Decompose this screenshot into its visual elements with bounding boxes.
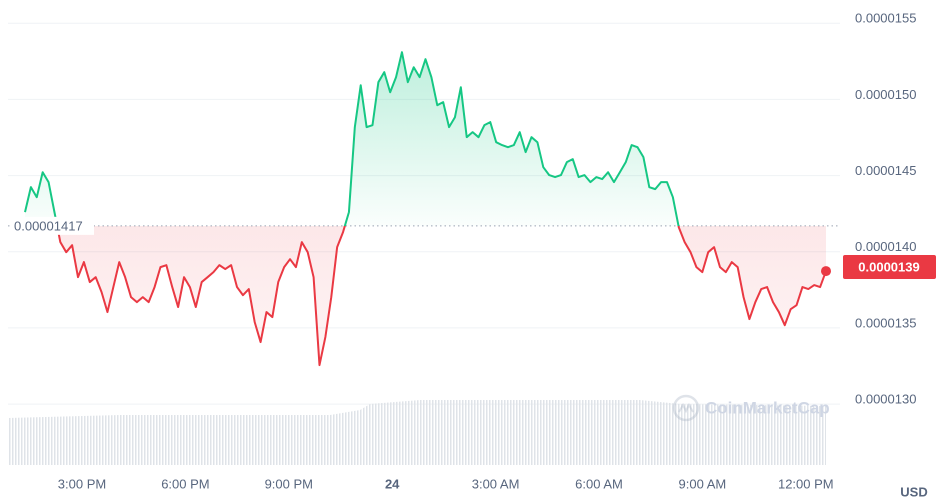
last-point xyxy=(821,266,831,277)
last-price-label: 0.0000139 xyxy=(858,259,919,274)
baseline-label: 0.00001417 xyxy=(14,218,83,233)
y-tick-label: 0.0000140 xyxy=(855,239,916,254)
y-unit: USD xyxy=(900,484,927,499)
y-tick-label: 0.0000155 xyxy=(855,11,916,26)
y-tick-label: 0.0000130 xyxy=(855,392,916,407)
x-tick-label: 3:00 PM xyxy=(58,476,106,491)
x-tick-label: 3:00 AM xyxy=(472,476,520,491)
x-tick-label: 9:00 AM xyxy=(679,476,727,491)
y-tick-label: 0.0000150 xyxy=(855,87,916,102)
y-tick-label: 0.0000145 xyxy=(855,163,916,178)
last-price-box xyxy=(843,254,936,279)
x-tick-label: 24 xyxy=(385,476,400,491)
price-line xyxy=(24,51,827,367)
x-tick-label: 12:00 PM xyxy=(778,476,834,491)
x-tick-label: 9:00 PM xyxy=(265,476,313,491)
x-tick-label: 6:00 PM xyxy=(161,476,209,491)
watermark-logo xyxy=(672,394,700,422)
x-tick-label: 6:00 AM xyxy=(575,476,623,491)
y-tick-label: 0.0000135 xyxy=(855,315,916,330)
watermark: CoinMarketCap xyxy=(705,398,830,417)
price-area xyxy=(25,52,826,366)
baseline-label-bg xyxy=(10,216,94,235)
volume-area xyxy=(8,400,826,465)
